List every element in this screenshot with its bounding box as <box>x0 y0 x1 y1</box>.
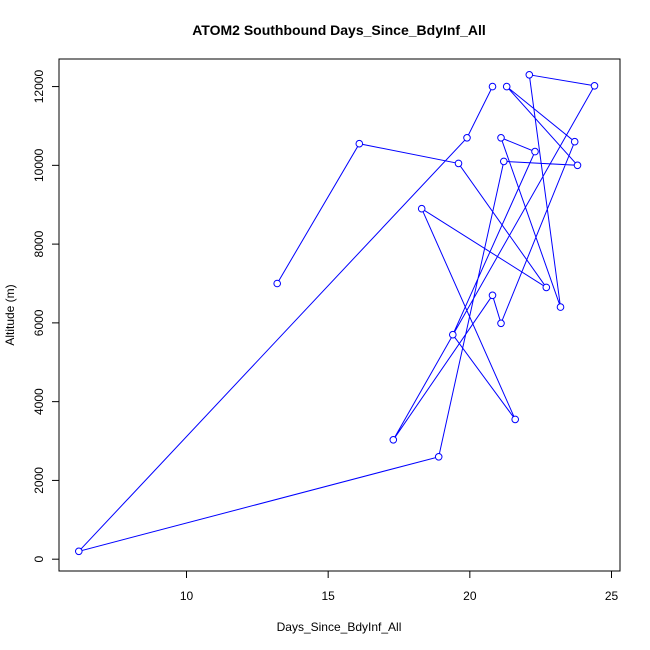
data-point <box>417 204 426 213</box>
plot-area <box>58 58 621 572</box>
y-axis: 0 2000 4000 6000 8000 10000 12000 <box>32 70 60 563</box>
data-point <box>389 436 398 444</box>
data-point <box>449 330 457 339</box>
y-tick-label: 0 <box>32 556 46 563</box>
series-layer <box>75 71 599 556</box>
data-point <box>355 139 364 148</box>
data-point <box>454 159 463 168</box>
data-point <box>511 415 520 424</box>
data-point <box>488 82 497 91</box>
y-tick-label: 6000 <box>32 309 46 336</box>
x-axis: 10 15 20 25 <box>180 570 619 603</box>
data-point <box>500 157 508 166</box>
data-point <box>434 453 443 461</box>
data-point <box>590 82 599 90</box>
series-line <box>77 74 596 553</box>
y-tick-label: 10000 <box>32 148 46 182</box>
data-point <box>556 303 565 311</box>
data-point <box>570 137 579 146</box>
data-point <box>531 147 539 156</box>
x-tick-label: 15 <box>321 589 335 603</box>
y-axis-label: Altitude (m) <box>3 284 17 345</box>
x-axis-label: Days_Since_BdyInf_All <box>277 620 402 634</box>
data-point <box>488 291 497 300</box>
chart-title: ATOM2 Southbound Days_Since_BdyInf_All <box>192 22 486 38</box>
y-tick-label: 8000 <box>32 230 46 257</box>
data-point <box>573 161 582 170</box>
data-point <box>502 82 511 91</box>
y-tick-label: 2000 <box>32 467 46 494</box>
x-tick-label: 20 <box>463 589 477 603</box>
data-point <box>542 283 551 292</box>
x-tick-label: 25 <box>605 589 619 603</box>
y-tick-label: 4000 <box>32 388 46 415</box>
data-point <box>497 134 505 142</box>
data-point <box>525 71 534 79</box>
data-point <box>463 134 471 142</box>
data-point <box>497 319 505 328</box>
y-tick-label: 12000 <box>32 70 46 104</box>
data-point <box>75 547 83 556</box>
x-tick-label: 10 <box>180 589 194 603</box>
data-point <box>273 279 282 288</box>
